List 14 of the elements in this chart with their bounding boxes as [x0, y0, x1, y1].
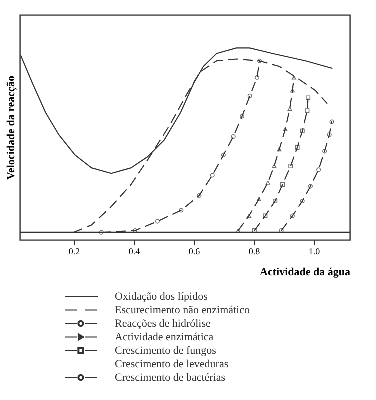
legend-label: Escurecimento não enzimático — [115, 304, 250, 316]
y-axis-title: Velocidade da reacção — [6, 76, 18, 180]
x-axis-title: Actividade da água — [260, 266, 351, 278]
x-tick-label: 0.8 — [248, 246, 261, 256]
legend-label: Oxidação dos lípidos — [115, 290, 208, 303]
legend-label: Crescimento de leveduras — [115, 358, 229, 370]
legend-label: Reacções de hidrólise — [115, 318, 212, 330]
x-tick-label: 0.4 — [128, 246, 141, 256]
x-tick-label: 0.2 — [68, 246, 80, 256]
legend-label: Actividade enzimática — [115, 331, 214, 344]
x-tick-label: 0.6 — [188, 246, 201, 256]
x-tick-label: 1.0 — [308, 246, 321, 256]
legend-label: Crescimento de fungos — [115, 344, 216, 357]
legend-label: Crescimento de bactérias — [115, 372, 226, 384]
